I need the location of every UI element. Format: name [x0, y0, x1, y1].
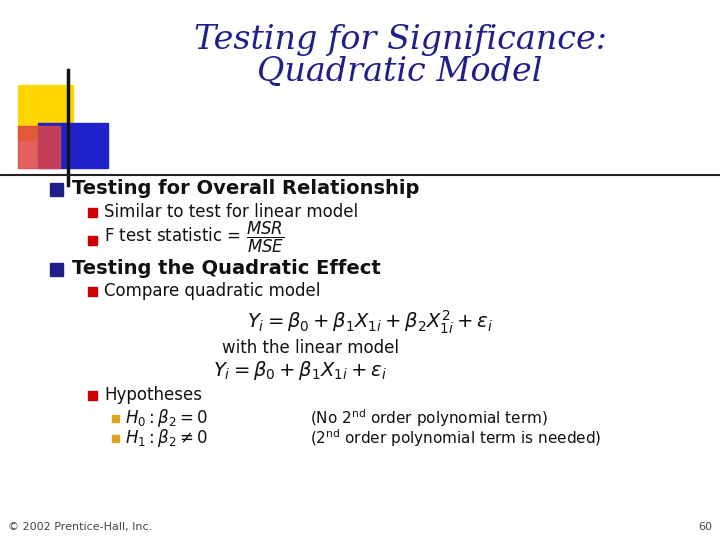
Text: with the linear model: with the linear model	[222, 339, 398, 357]
Text: $H_1 : \beta_2 \neq 0$: $H_1 : \beta_2 \neq 0$	[125, 427, 208, 449]
Text: Testing the Quadratic Effect: Testing the Quadratic Effect	[72, 260, 381, 279]
Text: Compare quadratic model: Compare quadratic model	[104, 282, 320, 300]
Text: $H_0 : \beta_2 = 0$: $H_0 : \beta_2 = 0$	[125, 407, 208, 429]
Bar	[112, 415, 119, 422]
Bar	[50, 183, 63, 196]
Bar	[50, 263, 63, 276]
Bar	[38, 123, 108, 168]
Bar	[18, 126, 60, 168]
Text: Similar to test for linear model: Similar to test for linear model	[104, 203, 358, 221]
Text: 60: 60	[698, 522, 712, 532]
Text: $Y_i = \beta_0 + \beta_1 X_{1i} + \varepsilon_i$: $Y_i = \beta_0 + \beta_1 X_{1i} + \varep…	[213, 359, 387, 381]
Bar	[88, 208, 97, 217]
Bar	[88, 287, 97, 296]
Text: (No 2$^{\mathrm{nd}}$ order polynomial term): (No 2$^{\mathrm{nd}}$ order polynomial t…	[310, 407, 548, 429]
Text: F test statistic = $\dfrac{MSR}{MSE}$: F test statistic = $\dfrac{MSR}{MSE}$	[104, 219, 284, 254]
Text: (2$^{\mathrm{nd}}$ order polynomial term is needed): (2$^{\mathrm{nd}}$ order polynomial term…	[310, 427, 601, 449]
Bar	[88, 391, 97, 400]
Bar	[112, 435, 119, 442]
Text: Quadratic Model: Quadratic Model	[257, 56, 543, 88]
Bar	[18, 85, 73, 140]
Text: © 2002 Prentice-Hall, Inc.: © 2002 Prentice-Hall, Inc.	[8, 522, 152, 532]
Bar	[88, 236, 97, 245]
Text: Testing for Significance:: Testing for Significance:	[194, 24, 606, 56]
Text: $Y_i = \beta_0 + \beta_1 X_{1i} + \beta_2 X_{1i}^2 + \varepsilon_i$: $Y_i = \beta_0 + \beta_1 X_{1i} + \beta_…	[247, 308, 493, 336]
Text: Testing for Overall Relationship: Testing for Overall Relationship	[72, 179, 419, 199]
Text: Hypotheses: Hypotheses	[104, 386, 202, 404]
